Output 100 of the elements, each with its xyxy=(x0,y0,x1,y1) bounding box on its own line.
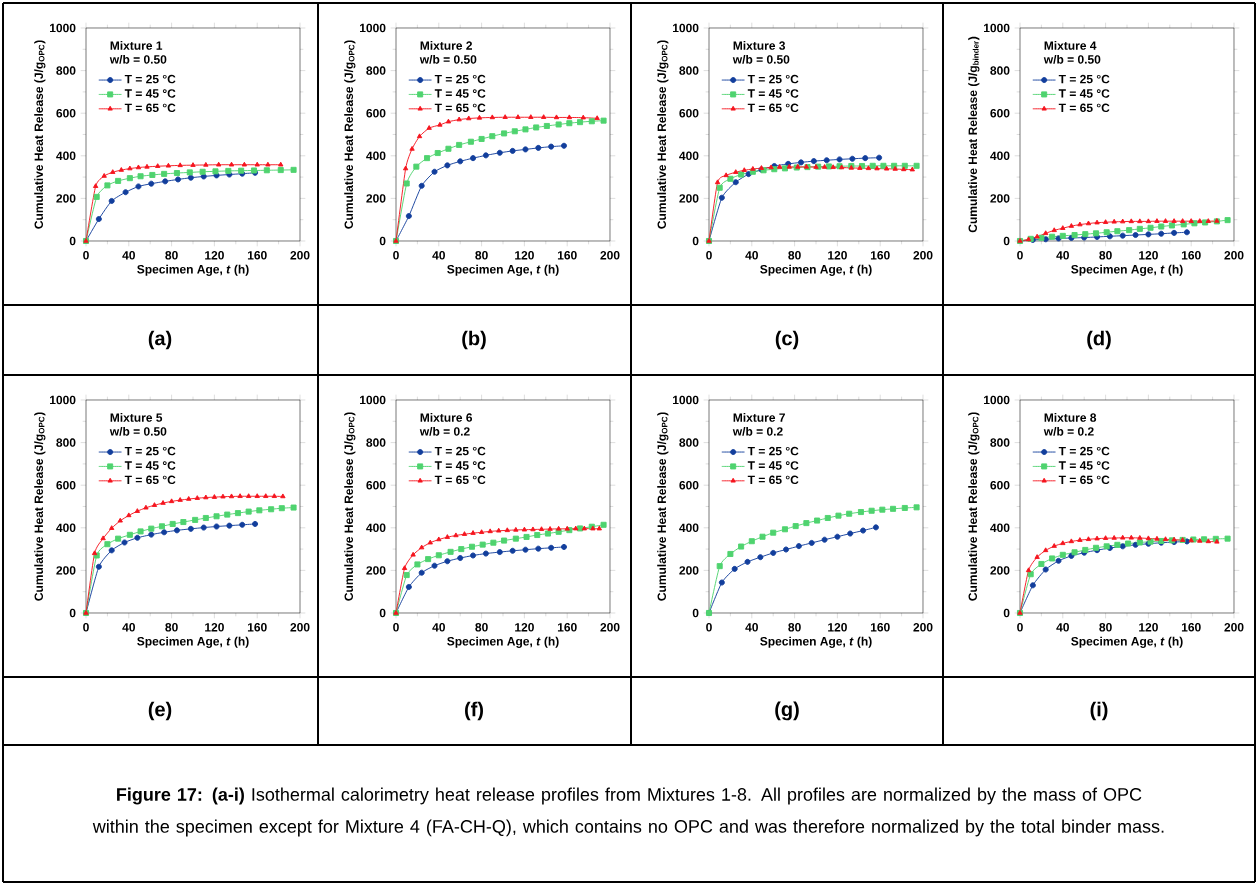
y-tick-label: 600 xyxy=(679,480,699,490)
legend-label: T = 45 °C xyxy=(124,461,176,470)
y-tick-label: 400 xyxy=(366,151,386,161)
y-axis-title: Cumulative Heat Release (J/g$_{OPC}$) xyxy=(968,412,980,601)
x-tick-label: 40 xyxy=(432,623,445,632)
x-tick-label: 40 xyxy=(122,623,135,632)
y-tick-label: 0 xyxy=(692,236,699,246)
x-axis-title: Specimen Age, t (h) xyxy=(1071,264,1183,276)
annotation: w/b = 0.50 xyxy=(1043,54,1101,64)
x-axis-title: Specimen Age, t (h) xyxy=(137,636,249,648)
x-tick-label: 160 xyxy=(870,623,890,632)
x-tick-label: 80 xyxy=(1099,623,1112,632)
legend-title: Mixture 1 xyxy=(110,41,163,50)
y-tick-label: 600 xyxy=(56,108,76,118)
y-tick-label: 200 xyxy=(679,194,699,203)
y-tick-label: 600 xyxy=(990,480,1010,490)
y-tick-label: 800 xyxy=(990,66,1010,75)
y-tick-label: 200 xyxy=(56,194,76,203)
y-tick-label: 1000 xyxy=(673,395,699,405)
x-axis-title: Specimen Age, t (h) xyxy=(447,636,559,648)
y-tick-label: 800 xyxy=(56,66,76,75)
text: (d) xyxy=(1087,330,1111,350)
y-tick-label: 400 xyxy=(366,523,386,533)
x-tick-label: 160 xyxy=(247,623,267,632)
x-tick-label: 40 xyxy=(432,251,445,260)
y-axis-title: Cumulative Heat Release (J/g$_{OPC}$) xyxy=(34,412,46,601)
legend-title: Mixture 8 xyxy=(1044,413,1097,422)
y-tick-label: 400 xyxy=(679,151,699,161)
legend-label: T = 45 °C xyxy=(1058,461,1110,470)
y-tick-label: 0 xyxy=(379,608,386,618)
x-tick-label: 120 xyxy=(515,251,534,260)
y-tick-label: 600 xyxy=(56,480,76,490)
y-tick-label: 800 xyxy=(679,66,699,75)
legend-label: T = 25 °C xyxy=(124,446,176,456)
y-tick-label: 200 xyxy=(366,566,386,575)
y-tick-label: 400 xyxy=(679,523,699,533)
x-tick-label: 80 xyxy=(165,623,178,632)
text: (g) xyxy=(775,701,799,721)
y-tick-label: 800 xyxy=(990,438,1010,447)
x-tick-label: 120 xyxy=(515,623,534,632)
legend-label: T = 25 °C xyxy=(1058,74,1110,84)
y-tick-label: 400 xyxy=(990,523,1010,533)
y-tick-label: 200 xyxy=(56,566,76,575)
x-tick-label: 200 xyxy=(290,623,310,632)
y-axis-title: Cumulative Heat Release (J/g$_{OPC}$) xyxy=(657,40,669,229)
legend-title: Mixture 2 xyxy=(420,41,472,50)
y-axis-title: Cumulative Heat Release (J/g$_{OPC}$) xyxy=(344,412,356,601)
y-tick-label: 0 xyxy=(379,236,386,246)
x-tick-label: 200 xyxy=(600,251,620,260)
legend-label: T = 45 °C xyxy=(747,461,799,470)
legend-label: T = 25 °C xyxy=(1058,446,1110,456)
y-tick-label: 1000 xyxy=(984,23,1010,33)
x-tick-label: 0 xyxy=(83,623,89,632)
annotation: w/b = 0.50 xyxy=(732,54,790,64)
y-tick-label: 1000 xyxy=(360,395,386,405)
legend-label: T = 25 °C xyxy=(747,74,799,84)
y-tick-label: 800 xyxy=(366,438,386,447)
y-tick-label: 1000 xyxy=(50,395,76,405)
legend-label: T = 25 °C xyxy=(434,446,486,456)
legend-label: T = 45 °C xyxy=(434,461,486,470)
x-tick-label: 80 xyxy=(1099,251,1112,260)
x-axis-title: Specimen Age, t (h) xyxy=(760,636,872,648)
y-tick-label: 200 xyxy=(366,194,386,203)
legend-label: T = 65 °C xyxy=(124,103,176,113)
y-tick-label: 400 xyxy=(56,151,76,161)
x-tick-label: 40 xyxy=(1056,251,1069,260)
annotation: w/b = 0.2 xyxy=(1043,426,1094,436)
legend-label: T = 65 °C xyxy=(124,475,176,485)
y-tick-label: 200 xyxy=(990,566,1010,575)
x-tick-label: 80 xyxy=(788,623,801,632)
x-tick-label: 80 xyxy=(475,251,488,260)
y-tick-label: 800 xyxy=(679,438,699,447)
x-tick-label: 160 xyxy=(557,251,577,260)
x-tick-label: 80 xyxy=(788,251,801,260)
y-tick-label: 600 xyxy=(366,108,386,118)
x-tick-label: 120 xyxy=(1139,251,1158,260)
y-axis-title: Cumulative Heat Release (J/g$_{binder}$) xyxy=(968,36,980,233)
legend-title: Mixture 4 xyxy=(1044,41,1097,50)
legend-label: T = 65 °C xyxy=(1058,475,1110,485)
y-tick-label: 600 xyxy=(679,108,699,118)
legend-label: T = 65 °C xyxy=(1058,103,1110,113)
x-tick-label: 0 xyxy=(83,251,89,260)
y-tick-label: 400 xyxy=(990,151,1010,161)
x-tick-label: 120 xyxy=(205,623,224,632)
annotation: w/b = 0.50 xyxy=(109,426,167,436)
legend-title: Mixture 5 xyxy=(110,413,163,422)
text: (f) xyxy=(465,701,483,721)
x-tick-label: 160 xyxy=(1181,623,1201,632)
legend-title: Mixture 3 xyxy=(733,41,786,50)
legend-label: T = 45 °C xyxy=(1058,89,1110,98)
x-tick-label: 0 xyxy=(706,623,712,632)
y-tick-label: 0 xyxy=(1003,236,1010,246)
x-tick-label: 40 xyxy=(1056,623,1069,632)
x-tick-label: 0 xyxy=(393,251,399,260)
x-tick-label: 120 xyxy=(828,251,847,260)
legend-label: T = 65 °C xyxy=(434,103,486,113)
x-axis-title: Specimen Age, t (h) xyxy=(760,264,872,276)
y-tick-label: 800 xyxy=(366,66,386,75)
x-axis-title: Specimen Age, t (h) xyxy=(447,264,559,276)
legend-label: T = 65 °C xyxy=(747,103,799,113)
